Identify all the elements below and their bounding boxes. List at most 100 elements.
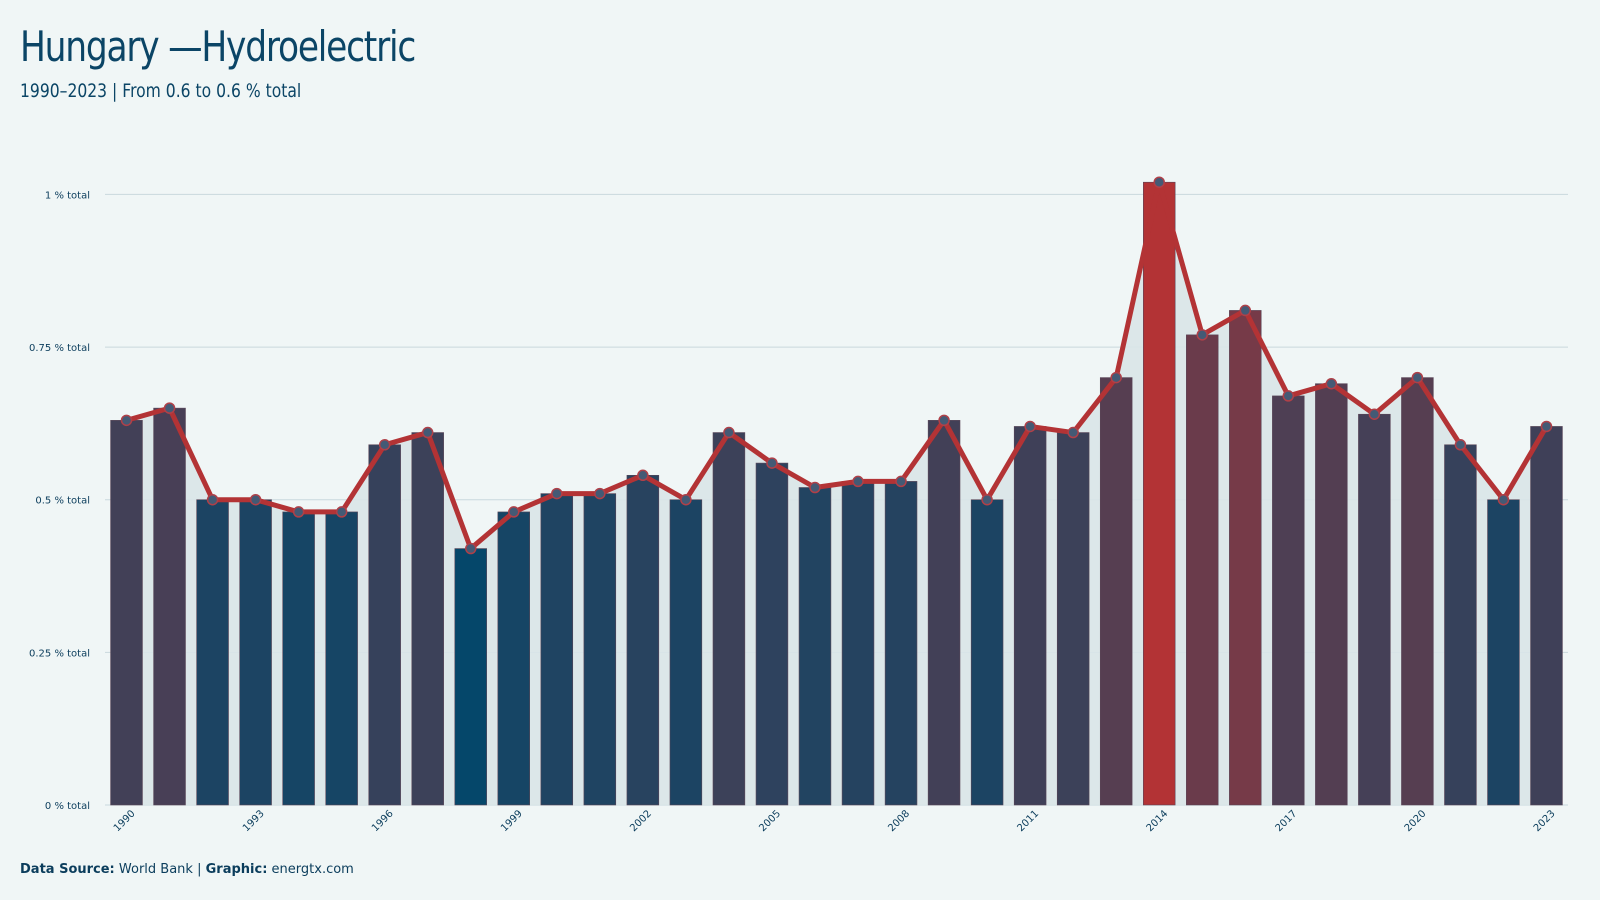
x-tick-label: 1990	[112, 808, 138, 834]
bar-1996	[368, 444, 401, 806]
data-point-1991	[163, 402, 176, 414]
data-point-2016	[1239, 304, 1252, 317]
x-tick-label: 2014	[1145, 808, 1171, 834]
data-point-2005	[766, 457, 778, 469]
data-point-1990	[120, 414, 133, 427]
bar-1991	[153, 407, 186, 806]
data-point-2023	[1540, 420, 1553, 433]
data-point-2001	[594, 487, 606, 500]
data-point-1998	[465, 542, 477, 555]
bar-2006	[798, 487, 832, 806]
data-point-2018	[1325, 377, 1338, 390]
data-point-2003	[680, 493, 692, 506]
x-tick-label: 2002	[628, 808, 654, 834]
data-point-2000	[551, 487, 563, 500]
bar-2018	[1315, 383, 1348, 806]
data-point-2020	[1411, 371, 1424, 384]
data-point-2007	[852, 475, 864, 488]
bar-2011	[1013, 426, 1047, 806]
bar-2004	[712, 432, 746, 806]
bar-1993	[239, 499, 272, 806]
data-point-2021	[1454, 439, 1467, 451]
graphic-value: energtx.com	[271, 862, 354, 877]
bar-1994	[282, 511, 315, 806]
y-tick-label: 0.25 % total	[29, 648, 90, 659]
data-point-1996	[378, 439, 391, 451]
data-point-1992	[206, 493, 219, 506]
chart-subtitle: 1990–2023 | From 0.6 to 0.6 % total	[20, 80, 302, 102]
bar-1990	[110, 420, 143, 806]
footer-separator: |	[197, 862, 202, 877]
bar-2022	[1487, 499, 1520, 806]
bar-2007	[841, 481, 875, 806]
y-axis-ticks: 0 % total 0.25 % total 0.5 % total 0.75 % t…	[29, 190, 90, 812]
bar-1995	[325, 511, 358, 806]
y-tick-label: 1 % total	[45, 190, 90, 201]
bar-1998	[454, 548, 487, 806]
x-tick-label: 2017	[1274, 808, 1300, 834]
graphic-label: Graphic:	[205, 862, 268, 877]
data-point-2006	[809, 481, 821, 494]
data-point-1993	[249, 493, 262, 506]
x-tick-label: 2020	[1403, 808, 1429, 834]
data-point-2011	[1024, 420, 1036, 433]
bar-2017	[1272, 395, 1305, 806]
bar-2001	[583, 493, 617, 806]
x-tick-label: 2008	[886, 808, 912, 834]
data-point-2013	[1110, 371, 1122, 384]
bar-2010	[970, 499, 1004, 806]
footer: Data Source: World Bank | Graphic: energ…	[20, 862, 354, 877]
data-point-2017	[1282, 390, 1295, 402]
bar-2016	[1229, 310, 1262, 806]
bar-2002	[626, 474, 660, 806]
bars	[110, 181, 1563, 806]
y-tick-label: 0.5 % total	[35, 496, 90, 507]
data-point-2004	[723, 426, 735, 439]
bar-2021	[1444, 444, 1477, 806]
data-point-1999	[508, 506, 520, 518]
data-point-1994	[292, 506, 305, 518]
x-axis-ticks: 1990 1993 1996 1999 2002 2005 2008 2011 2014 2017…	[112, 808, 1558, 834]
bar-1999	[497, 511, 531, 806]
x-tick-label: 1996	[370, 808, 396, 834]
x-tick-label: 1999	[499, 808, 525, 834]
bar-2012	[1056, 432, 1090, 806]
bar-2008	[884, 481, 918, 806]
data-point-2014	[1153, 176, 1165, 188]
bar-2015	[1186, 334, 1219, 806]
trend-line-path	[124, 179, 1549, 552]
x-tick-label: 2005	[757, 808, 783, 834]
data-point-2002	[637, 469, 649, 482]
bar-2014	[1142, 181, 1176, 806]
y-tick-label: 0 % total	[45, 801, 90, 812]
x-tick-label: 2023	[1532, 808, 1558, 834]
data-point-2008	[895, 475, 907, 488]
source-label: Data Source:	[20, 862, 115, 877]
data-point-2015	[1196, 329, 1208, 341]
source-value: World Bank	[118, 862, 193, 877]
data-point-1997	[421, 426, 434, 439]
bar-1992	[196, 499, 229, 806]
trend-line	[124, 179, 1549, 552]
data-points	[120, 176, 1553, 555]
bar-2020	[1401, 377, 1434, 806]
x-tick-label: 2011	[1015, 808, 1041, 834]
data-point-2010	[981, 493, 993, 506]
data-point-2009	[938, 414, 950, 427]
bar-2005	[755, 462, 789, 806]
bar-2023	[1530, 426, 1563, 806]
data-point-1995	[335, 506, 348, 518]
y-tick-label: 0.75 % total	[29, 343, 90, 354]
data-point-2022	[1497, 493, 1510, 506]
bar-2013	[1099, 377, 1133, 806]
bar-2009	[927, 420, 961, 806]
data-point-2019	[1368, 408, 1381, 420]
chart-title: Hungary —Hydroelectric	[20, 22, 416, 71]
data-point-2012	[1067, 426, 1079, 439]
bar-2000	[540, 493, 574, 806]
x-tick-label: 1993	[241, 808, 267, 834]
bar-2019	[1358, 413, 1391, 806]
bar-1997	[411, 432, 444, 806]
bar-2003	[669, 499, 703, 806]
